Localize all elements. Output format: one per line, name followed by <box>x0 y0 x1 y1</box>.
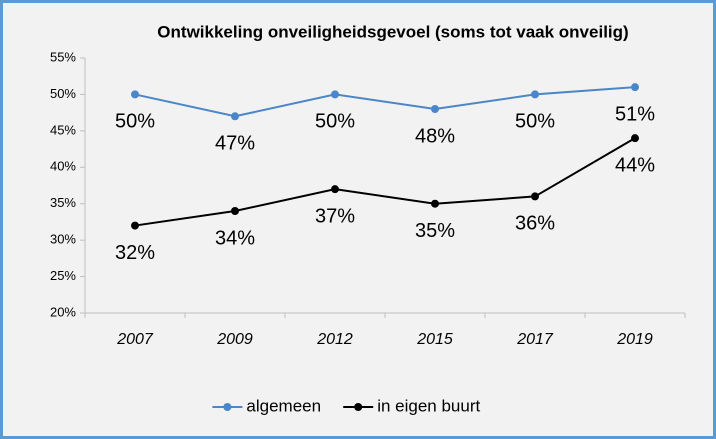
x-tick-label: 2009 <box>216 331 253 348</box>
legend-label: in eigen buurt <box>377 396 480 415</box>
series-line <box>134 86 636 118</box>
data-label: 50% <box>115 111 155 133</box>
data-label: 48% <box>415 125 455 147</box>
y-tick-label: 55% <box>50 49 76 64</box>
point <box>331 90 339 99</box>
point <box>531 192 539 201</box>
data-label: 36% <box>515 213 555 235</box>
point <box>331 185 339 194</box>
data-label: 50% <box>315 111 355 133</box>
legend-marker <box>354 403 363 411</box>
point <box>531 90 539 99</box>
point <box>131 221 139 230</box>
data-label: 51% <box>615 103 655 125</box>
data-label: 35% <box>415 220 455 242</box>
data-label: 37% <box>315 205 355 227</box>
point <box>631 134 639 143</box>
point <box>231 207 239 215</box>
x-tick-label: 2012 <box>316 331 353 348</box>
point <box>431 105 439 113</box>
data-label: 34% <box>215 227 255 249</box>
y-tick-label: 25% <box>50 268 76 283</box>
x-tick-label: 2017 <box>516 331 554 348</box>
x-tick-label: 2007 <box>116 331 154 348</box>
data-label: 50% <box>515 111 555 133</box>
legend-label: algemeen <box>246 396 321 415</box>
y-tick-label: 45% <box>50 122 76 137</box>
point <box>231 112 239 121</box>
y-tick-label: 40% <box>50 159 76 174</box>
y-tick-label: 35% <box>50 195 76 210</box>
point <box>131 90 139 99</box>
point <box>631 83 639 92</box>
y-tick-label: 30% <box>50 232 76 247</box>
x-tick-label: 2015 <box>416 331 453 348</box>
y-tick-label: 50% <box>50 86 76 101</box>
x-tick-label: 2019 <box>616 331 653 348</box>
chart-title: Ontwikkeling onveiligheidsgevoel (soms t… <box>157 22 628 41</box>
data-label: 32% <box>115 242 155 264</box>
point <box>431 199 439 208</box>
data-label: 44% <box>615 154 655 176</box>
legend-marker <box>223 403 232 411</box>
series-line <box>134 137 636 227</box>
data-label: 47% <box>215 133 255 155</box>
y-tick-label: 20% <box>50 304 76 319</box>
